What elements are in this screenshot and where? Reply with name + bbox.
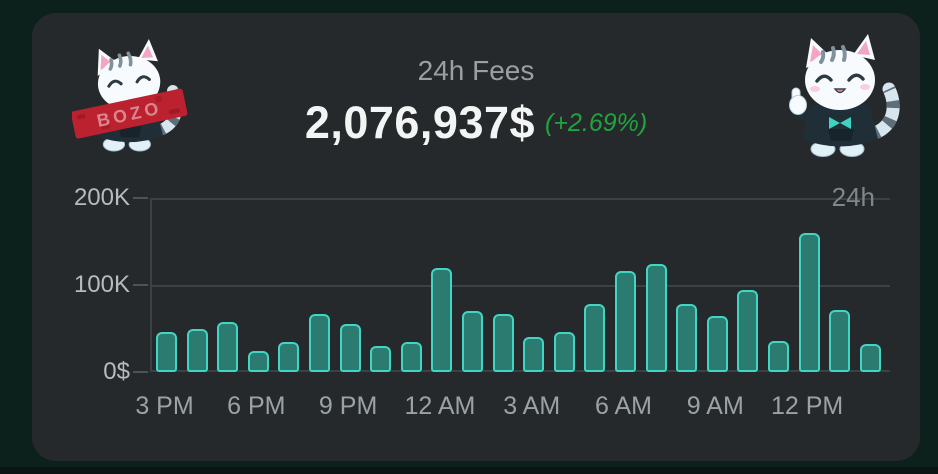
x-tick-label: 9 AM	[686, 392, 744, 420]
fees-card: BOZO 24h Fees 2,076,937$ (+2.69%)	[32, 13, 920, 461]
fee-bar-9am[interactable]	[706, 316, 728, 372]
fee-bar-7am[interactable]	[645, 264, 667, 372]
x-tick-label: 6 PM	[227, 392, 286, 420]
range-label: 24h	[831, 182, 875, 212]
cat-hoodie-pocket	[828, 129, 854, 141]
gridline	[152, 198, 890, 200]
fee-bar-3pm[interactable]	[156, 331, 177, 372]
x-tick-label: 9 PM	[318, 392, 378, 420]
cat-bow	[829, 117, 840, 129]
y-tick-mark	[133, 284, 148, 286]
cat-bow	[840, 117, 851, 129]
y-tick-label: 200K	[73, 184, 130, 211]
page-bottom-strip	[0, 467, 938, 474]
fees-change-badge: (+2.69%)	[545, 108, 648, 137]
card-header: 24h Fees 2,076,937$ (+2.69%)	[32, 55, 920, 147]
fee-bar-12am[interactable]	[431, 267, 453, 372]
fee-bar-4pm[interactable]	[186, 329, 208, 372]
y-tick-label: 0$	[103, 358, 130, 385]
fee-bar-7pm[interactable]	[278, 342, 300, 372]
x-tick-label: 3 PM	[135, 392, 194, 420]
card-title: 24h Fees	[417, 55, 535, 86]
fee-bar-6am[interactable]	[615, 271, 636, 372]
y-tick-mark	[133, 197, 148, 199]
y-tick-mark	[133, 371, 148, 373]
gridline	[152, 285, 890, 287]
fee-bar-8am[interactable]	[676, 304, 698, 372]
fee-bar-11pm[interactable]	[400, 341, 422, 372]
cat-mouth	[833, 88, 847, 94]
fee-bar-1am[interactable]	[462, 311, 483, 372]
cat-paw	[789, 95, 807, 115]
fee-bar-12pm[interactable]	[798, 232, 820, 372]
fee-bar-5pm[interactable]	[217, 322, 239, 372]
cat-head	[805, 34, 875, 110]
x-tick-label: 12 PM	[770, 392, 844, 420]
fee-bar-5am[interactable]	[584, 304, 606, 372]
cat-hoodie-pocket	[118, 126, 142, 138]
gridline	[152, 370, 890, 372]
x-axis: 3 PM 6 PM 9 PM 12 AM 3 AM 6 AM 9 AM 12 PM	[135, 389, 890, 423]
plot-area	[150, 198, 890, 372]
fee-bar-10pm[interactable]	[370, 345, 392, 372]
bozo-stamped-cat-mascot-icon: BOZO	[72, 39, 188, 152]
fees-chart: 24h 200K 100K 0$ 3 PM 6 PM 9 PM 12 AM 3 AM 6 AM…	[32, 13, 920, 461]
x-tick-label: 3 AM	[503, 392, 561, 420]
fee-bar-11am[interactable]	[768, 340, 789, 372]
fee-bar-6pm[interactable]	[247, 351, 269, 372]
fee-bar-2am[interactable]	[492, 313, 514, 372]
x-tick-label: 12 AM	[404, 392, 476, 420]
fee-bar-2pm[interactable]	[859, 344, 881, 372]
x-tick-label: 6 AM	[595, 392, 652, 420]
fees-value: 2,076,937$	[304, 97, 536, 148]
y-tick-label: 100K	[73, 271, 130, 298]
fee-bar-1pm[interactable]	[829, 310, 851, 372]
cat-hoodie	[802, 99, 878, 147]
y-axis: 200K 100K 0$	[32, 184, 130, 385]
thumbs-up-cat-mascot-icon	[789, 34, 900, 157]
fee-bar-3am[interactable]	[523, 337, 545, 372]
fee-bar-8pm[interactable]	[309, 313, 330, 372]
fees-value-row: 2,076,937$ (+2.69%)	[32, 99, 920, 147]
fee-bar-10am[interactable]	[737, 290, 759, 372]
fee-bar-4am[interactable]	[553, 331, 575, 372]
fee-bar-9pm[interactable]	[339, 324, 361, 372]
